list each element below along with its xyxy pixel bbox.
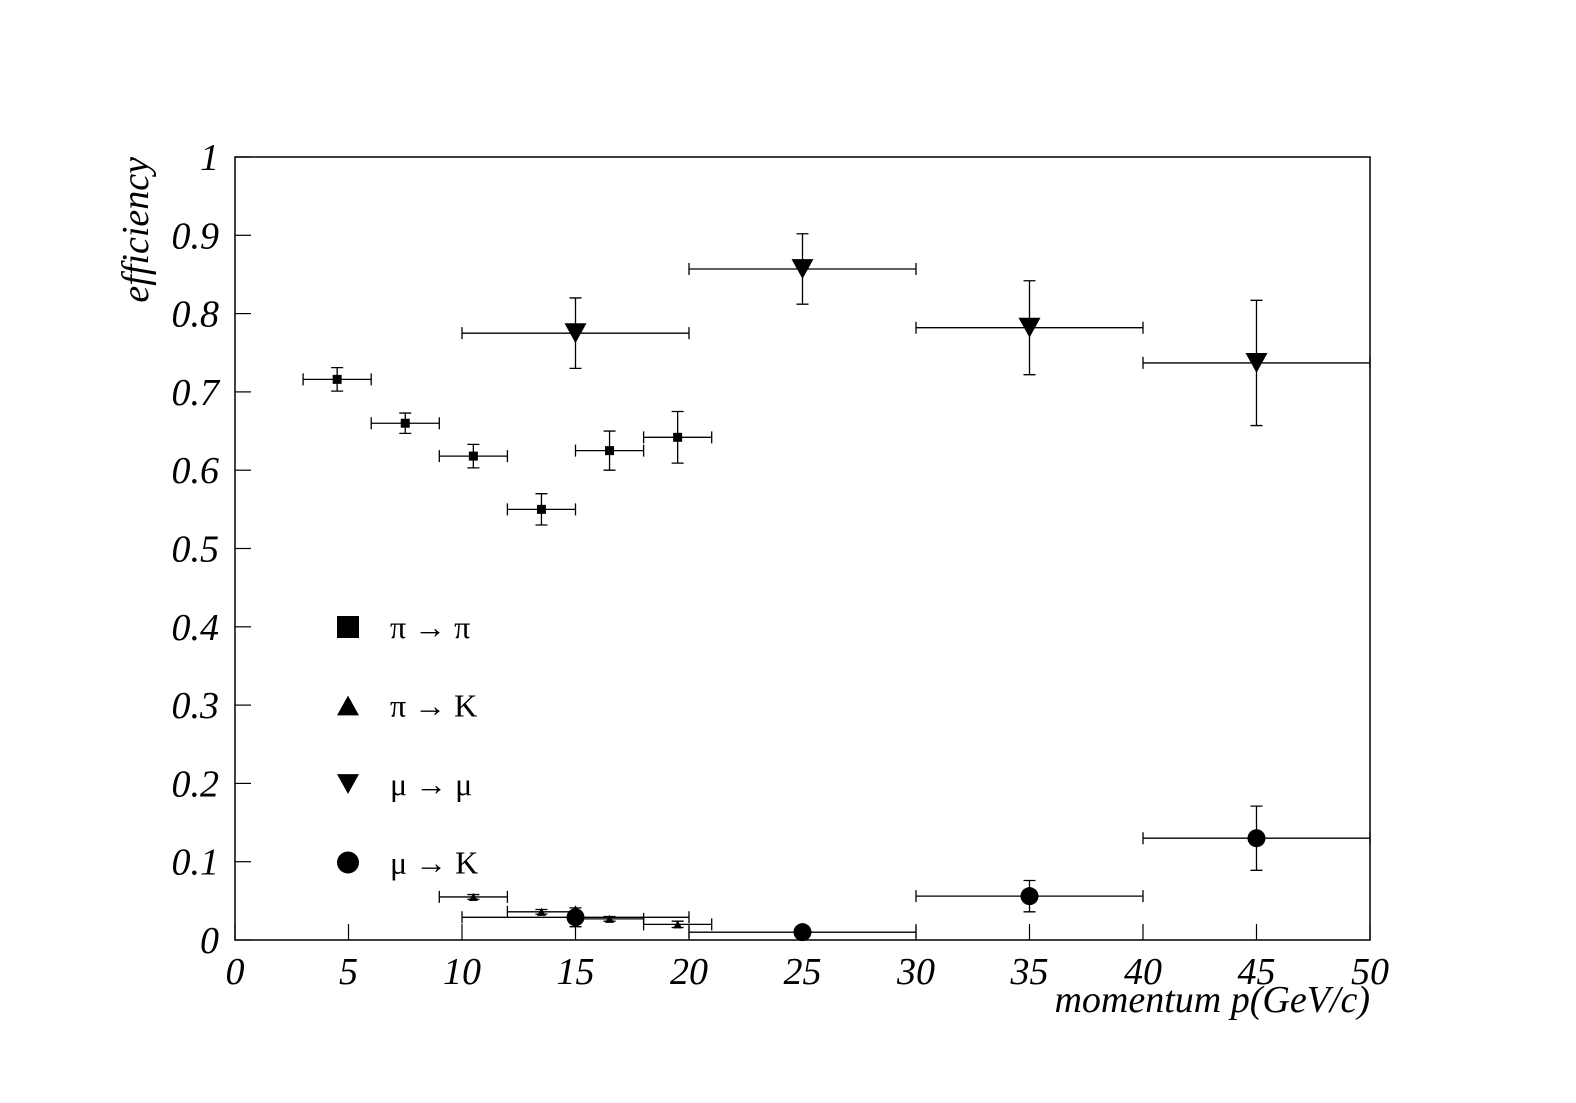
x-tick-label: 40 [1124, 951, 1162, 993]
marker [673, 920, 683, 929]
legend-label: π → K [390, 688, 477, 724]
x-tick-label: 0 [226, 951, 245, 993]
legend-label: μ → K [390, 845, 478, 881]
marker [468, 451, 478, 461]
marker [605, 914, 615, 923]
y-tick-label: 0.9 [172, 215, 220, 257]
marker [400, 418, 410, 428]
marker [536, 504, 546, 514]
x-tick-label: 25 [784, 951, 822, 993]
x-axis-label: momentum p(GeV/c) [1054, 979, 1370, 1021]
x-tick-label: 45 [1238, 951, 1276, 993]
x-tick-label: 20 [670, 951, 708, 993]
marker [605, 446, 615, 456]
x-tick-label: 5 [339, 951, 358, 993]
x-tick-label: 15 [557, 951, 595, 993]
y-tick-label: 0.6 [172, 450, 220, 492]
legend-label: π → π [390, 609, 470, 645]
y-tick-label: 0 [200, 920, 219, 962]
x-tick-label: 35 [1010, 951, 1049, 993]
y-tick-label: 0.3 [172, 685, 220, 727]
marker [791, 259, 814, 279]
marker [793, 923, 812, 942]
legend-marker [337, 851, 359, 874]
marker [1245, 353, 1268, 373]
marker [1020, 887, 1039, 906]
x-tick-label: 10 [443, 951, 481, 993]
y-tick-label: 1 [200, 137, 219, 179]
x-tick-label: 30 [896, 951, 935, 993]
marker [1018, 317, 1041, 338]
legend-marker [337, 616, 359, 638]
y-axis-label: efficiency [115, 157, 157, 303]
x-tick-label: 50 [1351, 951, 1389, 993]
marker [468, 892, 478, 901]
y-tick-label: 0.4 [172, 607, 220, 649]
marker [564, 323, 587, 344]
y-tick-label: 0.2 [172, 763, 220, 805]
marker [1247, 829, 1266, 848]
marker [536, 907, 546, 916]
y-tick-label: 0.7 [172, 372, 222, 414]
marker [332, 374, 342, 384]
legend-marker [337, 774, 359, 794]
legend-marker [337, 695, 359, 716]
y-tick-label: 0.5 [172, 529, 220, 571]
legend-label: μ → μ [390, 766, 472, 802]
marker [566, 908, 585, 927]
y-tick-label: 0.8 [172, 294, 220, 336]
marker [673, 432, 683, 442]
y-tick-label: 0.1 [172, 842, 220, 884]
